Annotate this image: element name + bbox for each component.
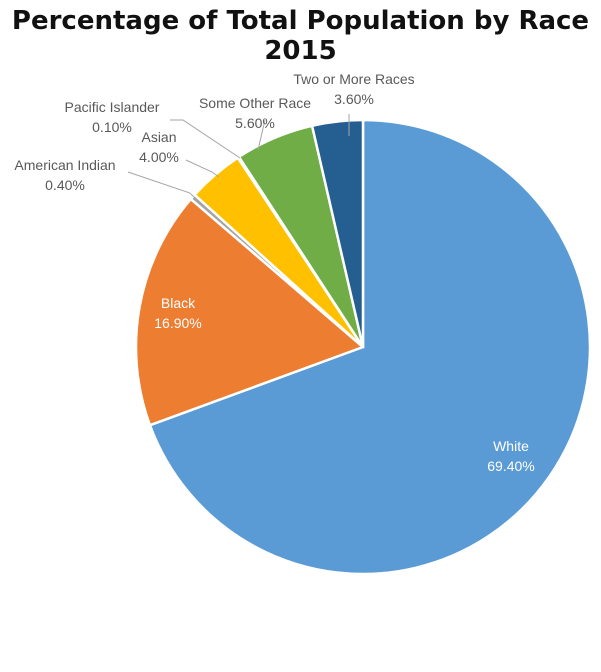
slice-label-two-or-more-races: Two or More Races <box>293 71 414 87</box>
slice-two-or-more-races <box>310 118 365 349</box>
slice-label-pacific-islander: Pacific Islander <box>65 99 160 115</box>
slice-label-some-other-race: Some Other Race <box>199 95 311 111</box>
slice-label-american-indian: American Indian <box>14 157 115 173</box>
slice-label-asian: Asian <box>141 129 176 145</box>
slice-value-american-indian: 0.40% <box>45 177 85 193</box>
chart-title: Percentage of Total Population by Race 2… <box>11 6 590 66</box>
slice-value-black: 16.90% <box>154 315 201 331</box>
leader-line-pacific-islander <box>170 119 241 159</box>
slice-value-white: 69.40% <box>487 458 534 474</box>
slice-label-black: Black <box>161 295 196 311</box>
slice-white <box>148 118 592 576</box>
slice-value-asian: 4.00% <box>139 149 179 165</box>
leader-line-asian <box>185 159 220 178</box>
leader-line-american-indian <box>127 171 197 200</box>
leader-line-some-other-race <box>257 119 266 151</box>
slice-label-white: White <box>493 438 529 454</box>
slice-value-pacific-islander: 0.10% <box>92 119 132 135</box>
slice-value-two-or-more-races: 3.60% <box>334 91 374 107</box>
slice-value-some-other-race: 5.60% <box>235 115 275 131</box>
slice-black <box>134 197 365 427</box>
